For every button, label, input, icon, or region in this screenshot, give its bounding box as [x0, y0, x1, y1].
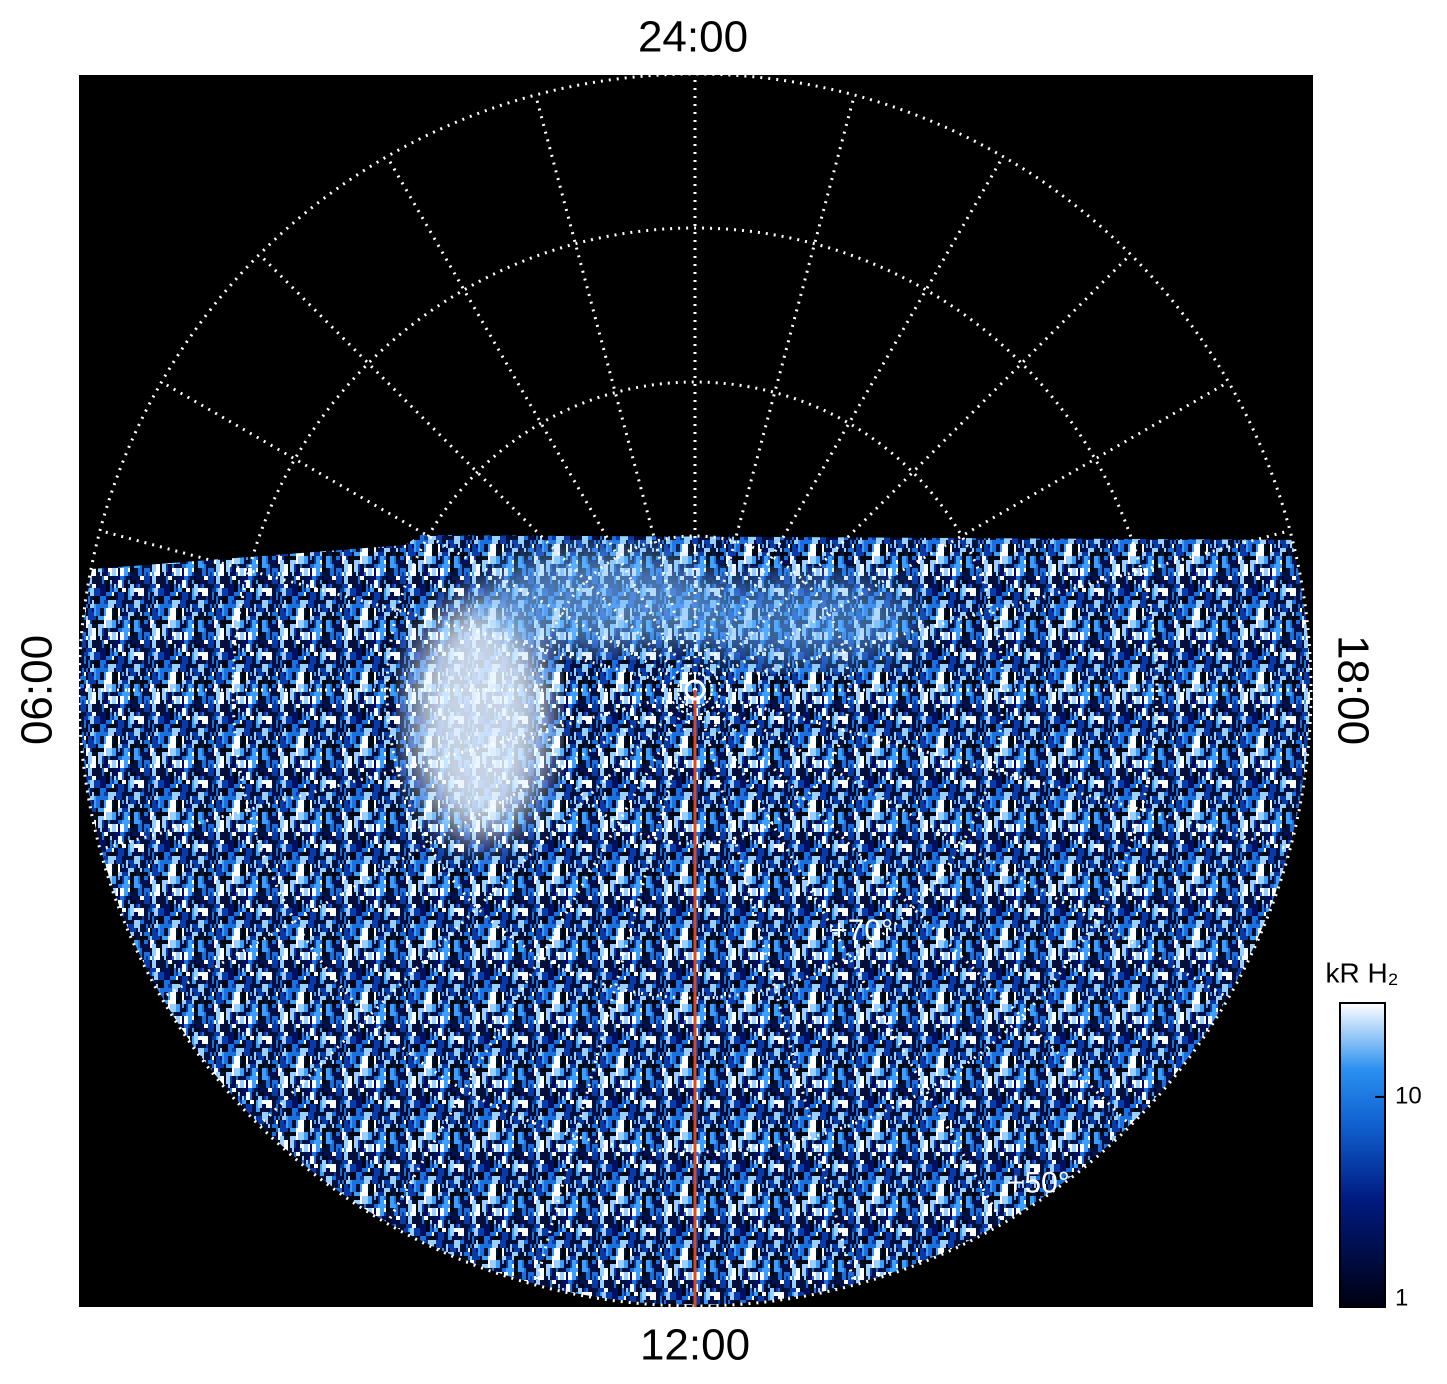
- meridian: [386, 689, 697, 1224]
- meridian: [161, 381, 696, 692]
- bright-patch: [410, 600, 550, 840]
- meridian: [100, 688, 696, 851]
- meridian: [693, 156, 1004, 691]
- meridian: [534, 95, 697, 691]
- meridian: [259, 254, 697, 692]
- colorbar-tick-label: 10: [1395, 1082, 1422, 1109]
- colorbar-title: kR H₂: [1325, 957, 1398, 988]
- meridian: [386, 156, 697, 691]
- meridian: [534, 689, 697, 1285]
- latitude-ring: [77, 72, 1313, 1308]
- label-right: 18:00: [1328, 635, 1377, 745]
- label-left: 06:00: [13, 635, 62, 745]
- meridian: [693, 95, 856, 691]
- label-bottom: 12:00: [640, 1321, 750, 1370]
- colorbar-tick-label: 1: [1395, 1284, 1408, 1311]
- colorbar: [1339, 1002, 1386, 1308]
- latitude-ring: [385, 380, 1005, 1000]
- bright-patch: [480, 550, 720, 650]
- latitude-label: +50°: [1007, 1167, 1070, 1200]
- meridian: [161, 688, 696, 999]
- meridian: [693, 689, 1004, 1224]
- meridian: [100, 529, 696, 692]
- meridian: [694, 529, 1290, 692]
- meridian: [693, 689, 856, 1285]
- meridian: [694, 688, 1229, 999]
- meridian: [259, 688, 697, 1126]
- bright-patch: [680, 575, 920, 665]
- latitude-ring: [231, 226, 1159, 1154]
- pole-marker: [684, 679, 706, 701]
- label-top: 24:00: [638, 13, 748, 62]
- meridian: [693, 688, 1131, 1126]
- latitude-label: +70°: [830, 914, 893, 947]
- meridian: [694, 381, 1229, 692]
- meridian: [693, 254, 1131, 692]
- meridian: [694, 688, 1290, 851]
